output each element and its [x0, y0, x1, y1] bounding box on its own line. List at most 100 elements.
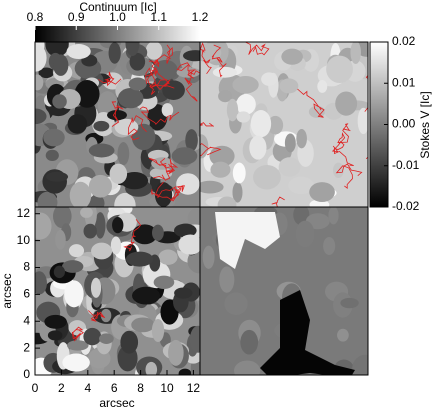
texture-cell [337, 328, 349, 342]
texture-cell [249, 135, 267, 160]
texture-cell [284, 133, 296, 153]
y-tick-label: 10 [17, 233, 31, 247]
texture-cell [236, 93, 256, 115]
texture-cell [45, 149, 59, 162]
contour [98, 71, 122, 87]
texture-cell [69, 181, 92, 207]
y-tick-label: 12 [17, 206, 31, 220]
texture-cell [210, 161, 231, 178]
texture-cell [46, 171, 69, 182]
texture-cell [45, 42, 69, 57]
texture-cell [145, 42, 163, 60]
contour [271, 196, 285, 207]
texture-cell [117, 87, 144, 109]
texture-cell [350, 42, 361, 64]
texture-cell [217, 196, 237, 207]
texture-cell [200, 43, 222, 63]
x-tick-label: 6 [111, 381, 118, 395]
texture-cell [185, 129, 198, 152]
colorbar-tick-label: 1.0 [109, 10, 126, 24]
texture-cell [83, 327, 102, 346]
contour [111, 101, 124, 127]
texture-cell [94, 212, 106, 239]
texture [200, 42, 368, 207]
colorbar-tick-label: 0.01 [392, 75, 416, 89]
texture-cell [35, 271, 47, 295]
contour [153, 44, 173, 65]
texture-cell [53, 54, 69, 76]
colorbar-tick-label: 0.00 [392, 117, 416, 131]
texture-cell [38, 67, 55, 79]
texture-cell [35, 44, 47, 72]
texture-cell [309, 182, 335, 202]
y-axis-label: arcsec [0, 273, 14, 308]
texture-cell [132, 286, 161, 305]
texture-cell [62, 260, 84, 273]
colorbar-tick-label: -0.02 [392, 199, 420, 213]
texture-cell [44, 314, 67, 329]
texture-cell [62, 353, 90, 372]
texture-cell [125, 42, 140, 57]
texture-cell [232, 76, 259, 94]
texture-cell [340, 297, 359, 309]
texture-cell [162, 80, 185, 101]
x-tick-label: 2 [58, 381, 65, 395]
contour [335, 163, 363, 190]
x-tick-label: 8 [137, 381, 144, 395]
texture-cell [173, 223, 197, 238]
texture-cell [158, 249, 178, 265]
texture-cell [99, 333, 114, 344]
contour [211, 44, 227, 78]
texture-cell [202, 245, 215, 269]
bright-patch [215, 212, 280, 269]
texture-cell [114, 192, 136, 207]
texture-cell [200, 134, 209, 159]
contour [297, 88, 325, 118]
texture-cell [91, 242, 113, 260]
texture-cell [279, 78, 299, 94]
texture-cell [64, 280, 84, 308]
texture-cell [53, 265, 66, 279]
y-tick-label: 8 [23, 260, 30, 274]
contour [337, 123, 352, 145]
texture [35, 42, 200, 207]
texture-cell [226, 98, 239, 122]
texture-cell [232, 182, 243, 203]
texture-cell [253, 164, 281, 190]
texture-cell [352, 354, 368, 375]
texture-cell [67, 114, 88, 134]
contour [88, 310, 106, 322]
texture-cell [35, 74, 44, 91]
texture-cell [250, 110, 272, 138]
texture-cell [200, 180, 224, 194]
texture-cell [219, 266, 235, 293]
texture-cell [153, 275, 175, 289]
texture-cell [74, 80, 100, 108]
x-tick-label: 0 [32, 381, 39, 395]
texture-cell [328, 207, 339, 225]
texture-cell [178, 368, 192, 375]
texture-cell [233, 360, 261, 375]
contour [184, 70, 198, 102]
texture-cell [90, 277, 102, 298]
texture-cell [117, 142, 130, 166]
contour [139, 106, 180, 125]
texture [35, 207, 200, 375]
texture-cell [178, 234, 200, 255]
texture-cell [183, 50, 200, 62]
contour [147, 67, 175, 89]
texture-cell [52, 94, 67, 109]
y-tick-label: 2 [23, 340, 30, 354]
texture-cell [171, 147, 198, 165]
x-tick-label: 12 [187, 381, 201, 395]
contour [148, 157, 171, 181]
texture-cell [267, 115, 284, 135]
texture-cell [224, 292, 248, 316]
colorbar-title: Continuum [Ic] [79, 0, 156, 14]
colorbar-tick-label: 0.8 [27, 10, 44, 24]
texture-cell [236, 111, 251, 123]
contour [127, 115, 147, 141]
texture-cell [35, 212, 52, 240]
contour [200, 122, 214, 127]
